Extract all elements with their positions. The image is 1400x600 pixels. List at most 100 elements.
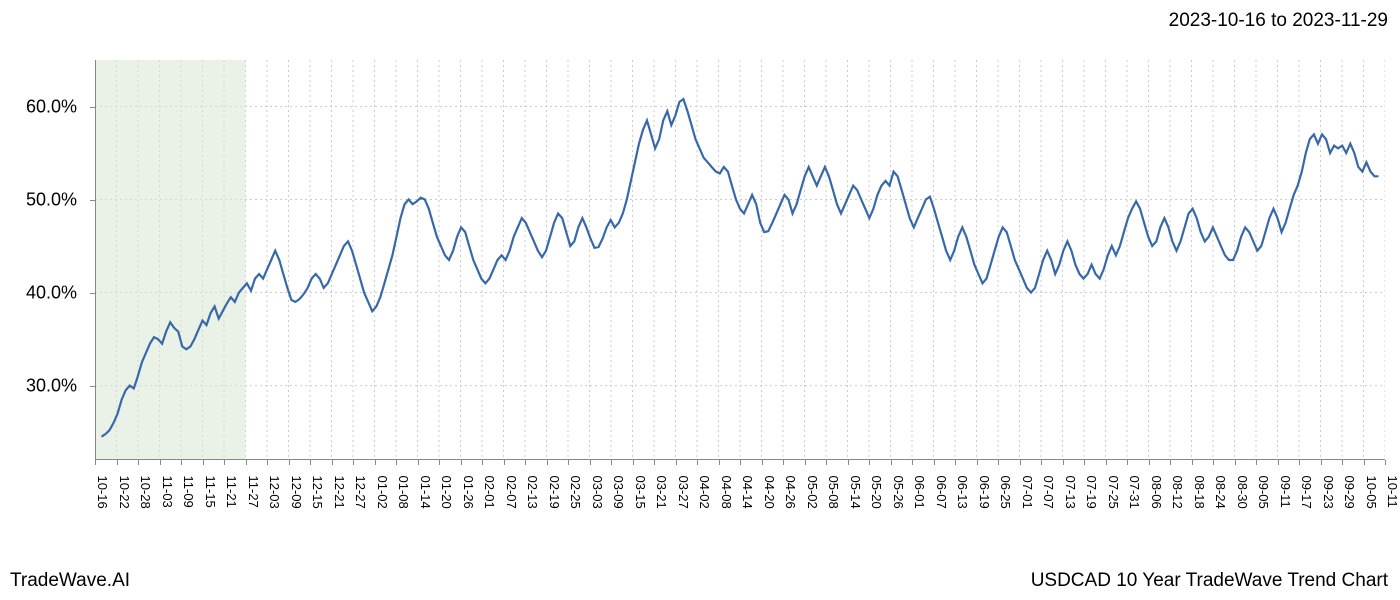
x-tick-mark [891, 460, 892, 465]
x-tick-label: 10-16 [95, 476, 110, 509]
x-tick-label: 10-22 [117, 476, 132, 509]
x-tick-mark [977, 460, 978, 465]
x-tick-mark [332, 460, 333, 465]
x-tick-mark [869, 460, 870, 465]
x-tick-mark [181, 460, 182, 465]
x-tick-mark [267, 460, 268, 465]
x-tick-mark [1106, 460, 1107, 465]
x-tick-mark [697, 460, 698, 465]
x-tick-label: 02-25 [568, 476, 583, 509]
x-tick-label: 01-20 [439, 476, 454, 509]
y-tick-label: 30.0% [26, 375, 77, 396]
x-tick-label: 06-25 [998, 476, 1013, 509]
x-tick-mark [1321, 460, 1322, 465]
x-tick-label: 04-02 [697, 476, 712, 509]
x-tick-mark [719, 460, 720, 465]
x-tick-mark [1278, 460, 1279, 465]
x-tick-label: 05-02 [805, 476, 820, 509]
x-tick-mark [224, 460, 225, 465]
x-tick-label: 03-21 [654, 476, 669, 509]
x-tick-label: 11-03 [160, 476, 175, 508]
x-tick-mark [203, 460, 204, 465]
x-tick-mark [934, 460, 935, 465]
x-tick-mark [289, 460, 290, 465]
x-tick-label: 11-15 [203, 476, 218, 508]
x-tick-label: 07-31 [1127, 476, 1142, 509]
x-tick-label: 12-09 [289, 476, 304, 509]
x-tick-label: 04-20 [762, 476, 777, 509]
x-tick-mark [1235, 460, 1236, 465]
x-tick-label: 09-17 [1299, 476, 1314, 509]
y-tick-label: 60.0% [26, 96, 77, 117]
x-tick-label: 11-27 [246, 476, 261, 508]
x-tick-label: 06-01 [912, 476, 927, 509]
x-tick-label: 01-14 [418, 476, 433, 509]
x-tick-label: 07-13 [1063, 476, 1078, 509]
x-tick-mark [461, 460, 462, 465]
y-tick-mark [90, 293, 95, 294]
date-range-label: 2023-10-16 to 2023-11-29 [1169, 10, 1388, 32]
y-tick-mark [90, 200, 95, 201]
x-tick-mark [1084, 460, 1085, 465]
chart-plot-area: 30.0%40.0%50.0%60.0% 10-1610-2210-2811-0… [95, 60, 1385, 460]
x-tick-label: 05-20 [869, 476, 884, 509]
x-tick-mark [848, 460, 849, 465]
x-tick-mark [1213, 460, 1214, 465]
x-tick-label: 03-27 [676, 476, 691, 509]
x-tick-label: 10-28 [138, 476, 153, 509]
x-tick-label: 05-08 [826, 476, 841, 509]
x-tick-mark [504, 460, 505, 465]
x-tick-mark [654, 460, 655, 465]
x-tick-mark [676, 460, 677, 465]
x-tick-label: 08-12 [1170, 476, 1185, 509]
x-tick-mark [633, 460, 634, 465]
x-tick-mark [611, 460, 612, 465]
x-tick-label: 07-19 [1084, 476, 1099, 509]
x-tick-label: 07-07 [1041, 476, 1056, 509]
x-tick-label: 03-15 [633, 476, 648, 509]
x-tick-mark [1192, 460, 1193, 465]
x-tick-label: 01-08 [396, 476, 411, 509]
x-tick-label: 03-03 [590, 476, 605, 509]
x-tick-label: 06-19 [977, 476, 992, 509]
x-tick-label: 12-27 [353, 476, 368, 509]
x-tick-mark [1041, 460, 1042, 465]
x-tick-mark [805, 460, 806, 465]
x-tick-label: 10-05 [1364, 476, 1379, 509]
x-tick-label: 04-14 [740, 476, 755, 509]
x-tick-mark [396, 460, 397, 465]
x-tick-mark [1342, 460, 1343, 465]
brand-label: TradeWave.AI [10, 570, 130, 592]
x-tick-label: 02-01 [482, 476, 497, 509]
x-tick-label: 12-21 [332, 476, 347, 509]
x-tick-label: 09-05 [1256, 476, 1271, 509]
x-tick-label: 06-07 [934, 476, 949, 509]
x-tick-mark [138, 460, 139, 465]
x-tick-label: 02-07 [504, 476, 519, 509]
x-tick-mark [1170, 460, 1171, 465]
x-tick-mark [1127, 460, 1128, 465]
x-tick-label: 08-06 [1149, 476, 1164, 509]
x-tick-label: 01-02 [375, 476, 390, 509]
x-tick-label: 08-18 [1192, 476, 1207, 509]
x-tick-label: 05-14 [848, 476, 863, 509]
x-tick-label: 02-13 [525, 476, 540, 509]
y-tick-label: 40.0% [26, 282, 77, 303]
x-tick-mark [310, 460, 311, 465]
x-tick-mark [117, 460, 118, 465]
x-tick-label: 08-24 [1213, 476, 1228, 509]
x-tick-label: 07-01 [1020, 476, 1035, 509]
x-tick-label: 07-25 [1106, 476, 1121, 509]
x-tick-label: 09-23 [1321, 476, 1336, 509]
y-tick-mark [90, 386, 95, 387]
x-tick-mark [1256, 460, 1257, 465]
plot-border [95, 60, 1385, 460]
y-tick-mark [90, 107, 95, 108]
x-tick-label: 11-21 [224, 476, 239, 508]
x-tick-label: 01-26 [461, 476, 476, 509]
x-tick-mark [1149, 460, 1150, 465]
x-tick-mark [482, 460, 483, 465]
x-tick-label: 08-30 [1235, 476, 1250, 509]
x-tick-label: 09-11 [1278, 476, 1293, 508]
x-tick-mark [912, 460, 913, 465]
